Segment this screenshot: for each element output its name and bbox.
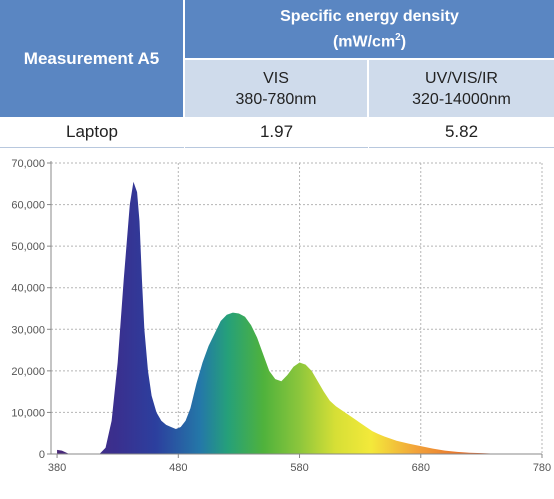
- row-label: Laptop: [66, 122, 118, 141]
- value-vis-text: 1.97: [259, 122, 294, 141]
- y-tick-labels: 0 10,000 20,000 30,000 40,000 50,000 60,000 70,…: [11, 158, 51, 461]
- group-header-title: Specific energy density: [280, 7, 459, 25]
- column-uvvisir-name: UV/VIS/IR: [425, 69, 498, 87]
- column-vis-range: 380-780nm: [235, 90, 317, 108]
- y-tick-label: 60,000: [11, 200, 45, 212]
- row-header-label: Measurement A5: [23, 48, 160, 68]
- x-tick-label: 780: [533, 462, 551, 474]
- y-tick-label: 0: [39, 449, 45, 461]
- unit-base: (mW/cm: [332, 33, 396, 51]
- x-tick-label: 380: [48, 462, 66, 474]
- spectrum-chart: 0 10,000 20,000 30,000 40,000 50,000 60,000 70,…: [0, 150, 554, 494]
- group-header-cell: Specific energy density (mW/cm2): [185, 0, 554, 59]
- value-uvvisir-text: 5.82: [444, 122, 479, 141]
- spectrum-fill: [57, 181, 506, 454]
- y-tick-label: 40,000: [11, 283, 45, 295]
- unit-close: ): [400, 33, 407, 51]
- spectrum-chart-svg: 0 10,000 20,000 30,000 40,000 50,000 60,000 70,…: [11, 158, 551, 474]
- x-tick-labels: 380 480 580 680 780: [48, 454, 551, 474]
- axes: [50, 161, 542, 455]
- column-header-uvvisir: UV/VIS/IR 320-14000nm: [369, 60, 554, 117]
- value-uvvisir: 5.82: [369, 117, 554, 148]
- spectrum-area: [57, 181, 506, 454]
- column-vis-name: VIS: [263, 69, 289, 87]
- unit-sup: 2: [395, 31, 401, 43]
- column-header-vis: VIS 380-780nm: [185, 60, 368, 117]
- group-header-unit: (mW/cm2): [333, 27, 406, 52]
- y-tick-label: 20,000: [11, 366, 45, 378]
- y-tick-label: 30,000: [11, 324, 45, 336]
- y-tick-label: 70,000: [11, 158, 45, 170]
- value-vis: 1.97: [185, 117, 368, 148]
- row-label-laptop: Laptop: [0, 117, 184, 148]
- y-tick-label: 10,000: [11, 407, 45, 419]
- y-tick-label: 50,000: [11, 241, 45, 253]
- x-tick-label: 480: [169, 462, 187, 474]
- column-uvvisir-range: 320-14000nm: [412, 90, 511, 108]
- measurement-table: Measurement A5 Specific energy density (…: [0, 0, 554, 148]
- row-header-cell: Measurement A5: [0, 0, 184, 117]
- x-tick-label: 680: [412, 462, 430, 474]
- x-tick-label: 580: [290, 462, 308, 474]
